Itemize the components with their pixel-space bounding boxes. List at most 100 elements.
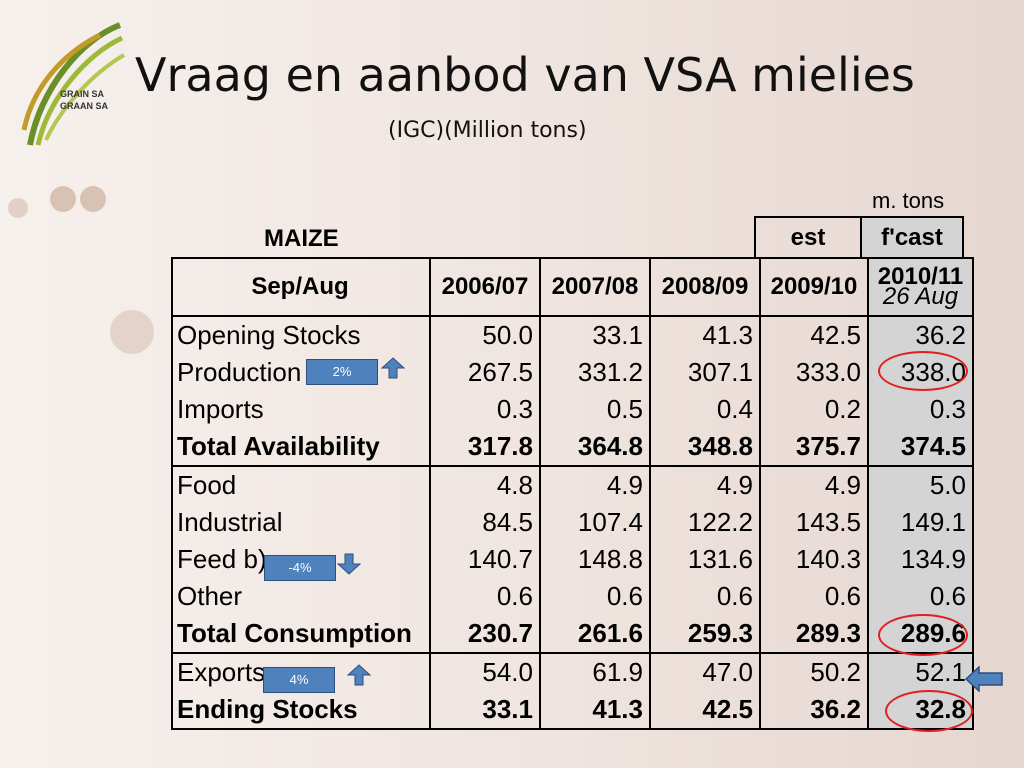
table-row: Feed b) 140.7 148.8 131.6 140.3 134.9: [171, 541, 974, 578]
header-cell: 2006/07: [429, 257, 541, 317]
supply-demand-table: Sep/Aug 2006/07 2007/08 2008/09 2009/10 …: [171, 257, 974, 730]
est-header: est: [754, 216, 862, 257]
value-cell: 41.3: [649, 315, 760, 354]
value-cell: 50.0: [429, 315, 540, 354]
value-cell: 289.3: [759, 615, 868, 653]
value-cell: 107.4: [539, 504, 650, 541]
value-cell: 134.9: [867, 541, 974, 578]
fcast-label: f'cast: [881, 224, 943, 251]
logo-line-2: GRAAN SA: [60, 101, 109, 111]
value-cell: 122.2: [649, 504, 760, 541]
table-row: Food 4.8 4.9 4.9 4.9 5.0: [171, 465, 974, 504]
exports-change-badge: 4%: [263, 667, 335, 693]
feed-change-badge: -4%: [264, 555, 336, 581]
value-cell: 0.5: [539, 391, 650, 428]
page-title: Vraag en aanbod van VSA mielies: [135, 48, 915, 102]
arrow-up-icon: [347, 664, 371, 686]
value-cell: 230.7: [429, 615, 540, 653]
logo-text: GRAIN SA GRAAN SA: [60, 88, 108, 112]
table-row: Production 267.5 331.2 307.1 333.0 338.0: [171, 354, 974, 391]
value-cell: 0.6: [429, 578, 540, 615]
table-row: Total Availability 317.8 364.8 348.8 375.7 37…: [171, 428, 974, 466]
value-cell: 331.2: [539, 354, 650, 391]
value-cell: 317.8: [429, 428, 540, 466]
decor-circle: [8, 198, 28, 218]
value-cell: 50.2: [759, 652, 868, 691]
value-cell: 47.0: [649, 652, 760, 691]
value-cell: 259.3: [649, 615, 760, 653]
arrow-left-icon: [965, 666, 1003, 692]
value-cell: 149.1: [867, 504, 974, 541]
row-label: Total Availability: [171, 428, 430, 466]
value-cell: 333.0: [759, 354, 868, 391]
decor-circle: [80, 186, 106, 212]
value-cell: 143.5: [759, 504, 868, 541]
value-cell: 0.2: [759, 391, 868, 428]
value-cell: 41.3: [539, 691, 650, 730]
value-cell: 148.8: [539, 541, 650, 578]
row-label: Other: [171, 578, 430, 615]
table-row: Total Consumption 230.7 261.6 259.3 289.3 289…: [171, 615, 974, 653]
value-cell: 36.2: [867, 315, 974, 354]
value-cell: 33.1: [539, 315, 650, 354]
fcast-header: f'cast: [860, 216, 964, 257]
header-cell: 2008/09: [649, 257, 761, 317]
est-label: est: [790, 224, 826, 251]
table-row: Imports 0.3 0.5 0.4 0.2 0.3: [171, 391, 974, 428]
row-label: Ending Stocks: [171, 691, 430, 730]
value-cell: 364.8: [539, 428, 650, 466]
arrow-up-icon: [381, 357, 405, 379]
value-cell: 374.5: [867, 428, 974, 466]
header-cell-forecast: 2010/11 26 Aug: [867, 257, 974, 317]
header-cell: 2007/08: [539, 257, 651, 317]
value-cell: 4.8: [429, 465, 540, 504]
row-label: Total Consumption: [171, 615, 430, 653]
arrow-down-icon: [337, 553, 361, 575]
table-header-row: Sep/Aug 2006/07 2007/08 2008/09 2009/10 …: [171, 257, 974, 317]
row-label: Imports: [171, 391, 430, 428]
row-label: Industrial: [171, 504, 430, 541]
value-cell: 375.7: [759, 428, 868, 466]
forecast-date: 26 Aug: [882, 283, 959, 310]
value-cell: 0.6: [867, 578, 974, 615]
value-cell: 0.6: [759, 578, 868, 615]
value-cell: 36.2: [759, 691, 868, 730]
value-cell: 61.9: [539, 652, 650, 691]
value-cell: 261.6: [539, 615, 650, 653]
value-cell: 0.6: [539, 578, 650, 615]
value-cell: 42.5: [649, 691, 760, 730]
value-cell: 4.9: [539, 465, 650, 504]
value-cell: 0.6: [649, 578, 760, 615]
value-cell: 348.8: [649, 428, 760, 466]
header-cell: 2009/10: [759, 257, 869, 317]
value-cell: 52.1: [867, 652, 974, 691]
value-cell: 33.1: [429, 691, 540, 730]
value-cell: 5.0: [867, 465, 974, 504]
value-cell: 0.4: [649, 391, 760, 428]
production-change-badge: 2%: [306, 359, 378, 385]
table-label: MAIZE: [264, 225, 339, 252]
units-label: m. tons: [872, 188, 945, 213]
value-cell: 267.5: [429, 354, 540, 391]
decor-circle: [110, 310, 154, 354]
table-row: Opening Stocks 50.0 33.1 41.3 42.5 36.2: [171, 315, 974, 354]
table-row: Industrial 84.5 107.4 122.2 143.5 149.1: [171, 504, 974, 541]
value-cell: 0.3: [429, 391, 540, 428]
highlight-ring: [878, 351, 968, 391]
value-cell: 140.3: [759, 541, 868, 578]
page-subtitle: (IGC)(Million tons): [388, 118, 587, 143]
value-cell: 307.1: [649, 354, 760, 391]
table-row: Ending Stocks 33.1 41.3 42.5 36.2 32.8: [171, 691, 974, 730]
value-cell: 54.0: [429, 652, 540, 691]
header-cell: Sep/Aug: [171, 257, 431, 317]
row-label: Production: [171, 354, 430, 391]
value-cell: 4.9: [759, 465, 868, 504]
table-row: Other 0.6 0.6 0.6 0.6 0.6: [171, 578, 974, 615]
value-cell: 140.7: [429, 541, 540, 578]
logo-line-1: GRAIN SA: [60, 89, 105, 99]
grain-sa-logo: [21, 22, 126, 146]
highlight-ring: [878, 614, 968, 656]
value-cell: 42.5: [759, 315, 868, 354]
forecast-year: 2010/11: [877, 263, 964, 290]
value-cell: 84.5: [429, 504, 540, 541]
